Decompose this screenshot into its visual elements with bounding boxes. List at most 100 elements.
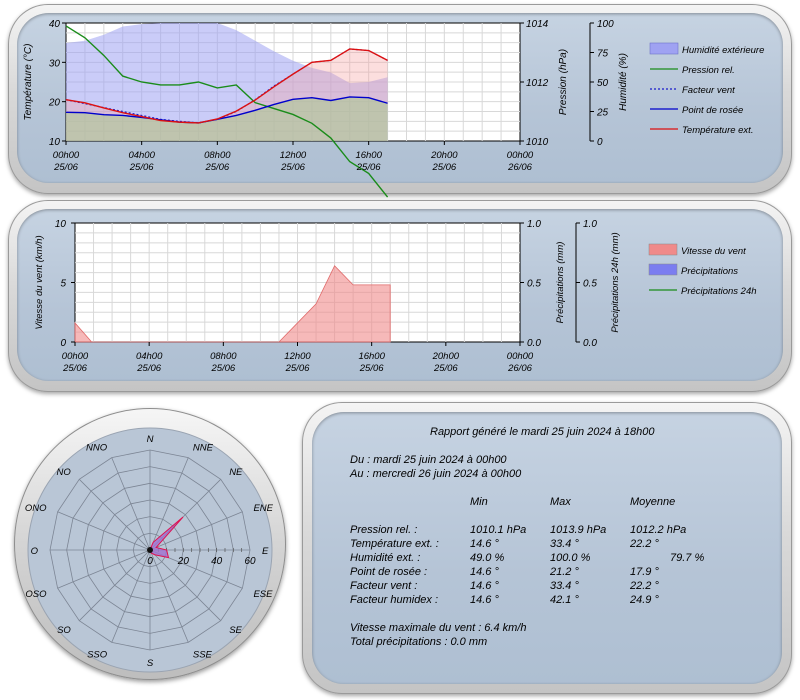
rose-spoke bbox=[111, 457, 151, 551]
y2-tick-label: 1010 bbox=[526, 137, 549, 148]
y-tick-label: 10 bbox=[49, 137, 61, 148]
rose-radial-label: 0 bbox=[147, 556, 153, 567]
report-to: Au : mercredi 26 juin 2024 à 00h00 bbox=[350, 468, 522, 480]
legend-label: Point de rosée bbox=[682, 105, 743, 116]
rose-direction-label: ENE bbox=[253, 503, 273, 514]
report-row-label: Pression rel. : bbox=[350, 524, 418, 536]
y2-tick-label: 0.5 bbox=[527, 279, 541, 290]
x-tick-date: 25/06 bbox=[210, 363, 235, 374]
legend-label: Humidité extérieure bbox=[682, 45, 764, 56]
y3-tick-label: 0.0 bbox=[583, 338, 597, 349]
y-tick-label: 30 bbox=[49, 58, 61, 69]
x-tick-date: 25/06 bbox=[129, 162, 154, 173]
rose-spoke bbox=[149, 457, 189, 551]
y3-tick-label: 0 bbox=[597, 137, 603, 148]
rose-spoke bbox=[79, 479, 151, 551]
legend-label: Pression rel. bbox=[682, 65, 735, 76]
rose-spoke bbox=[149, 511, 243, 551]
x-tick-label: 04h00 bbox=[128, 150, 155, 161]
report-row-max: 1013.9 hPa bbox=[550, 524, 607, 536]
y2-tick-label: 0.0 bbox=[527, 338, 541, 349]
x-tick-label: 08h00 bbox=[204, 150, 231, 161]
x-tick-label: 12h00 bbox=[284, 351, 311, 362]
report-row-max: 33.4 ° bbox=[550, 538, 579, 550]
x-tick-date: 25/06 bbox=[431, 162, 456, 173]
y-axis-label: Vitesse du vent (km/h) bbox=[34, 235, 45, 329]
x-tick-date: 26/06 bbox=[507, 363, 532, 374]
legend-label: Vitesse du vent bbox=[681, 246, 746, 257]
y2-tick-label: 1014 bbox=[526, 19, 549, 30]
rose-radial-label: 40 bbox=[211, 556, 223, 567]
x-tick-label: 20h00 bbox=[432, 351, 460, 362]
x-tick-date: 25/06 bbox=[433, 363, 458, 374]
report-row-max: 33.4 ° bbox=[550, 580, 579, 592]
rose-direction-label: SE bbox=[229, 625, 242, 636]
report-row-label: Point de rosée : bbox=[350, 566, 428, 578]
y3-tick-label: 75 bbox=[597, 49, 609, 60]
y3-tick-label: 100 bbox=[597, 19, 614, 30]
legend-swatch bbox=[649, 42, 679, 55]
report-row-min: 14.6 ° bbox=[470, 566, 499, 578]
y-tick-label: 5 bbox=[60, 279, 66, 290]
y3-tick-label: 1.0 bbox=[583, 219, 597, 230]
rose-direction-label: SSE bbox=[193, 649, 213, 660]
x-tick-label: 16h00 bbox=[355, 150, 382, 161]
report-row-label: Température ext. : bbox=[350, 538, 439, 550]
x-tick-label: 16h00 bbox=[358, 351, 385, 362]
x-tick-label: 00h00 bbox=[62, 351, 89, 362]
rose-direction-label: SO bbox=[57, 625, 71, 636]
series-area-wind bbox=[74, 265, 391, 343]
rose-direction-label: N bbox=[147, 434, 154, 445]
report-row-avg: 22.2 ° bbox=[630, 580, 659, 592]
report-panel bbox=[302, 402, 792, 694]
rose-direction-label: O bbox=[31, 546, 39, 557]
rose-direction-label: SSO bbox=[87, 649, 108, 660]
x-tick-label: 12h00 bbox=[280, 150, 307, 161]
y2-tick-label: 1012 bbox=[526, 78, 549, 89]
rose-spoke bbox=[57, 549, 151, 589]
rose-direction-label: OSO bbox=[25, 589, 47, 600]
series-line bbox=[65, 25, 389, 198]
report-header-avg: Moyenne bbox=[630, 496, 676, 508]
y3-axis-label: Humidité (%) bbox=[618, 53, 629, 111]
x-tick-date: 25/06 bbox=[285, 363, 310, 374]
rose-direction-label: ESE bbox=[253, 589, 273, 600]
series-area-dew-point bbox=[66, 96, 388, 141]
y-tick-label: 0 bbox=[60, 338, 66, 349]
report-row-min: 14.6 ° bbox=[470, 538, 499, 550]
x-tick-date: 25/06 bbox=[356, 162, 381, 173]
report-from: Du : mardi 25 juin 2024 à 00h00 bbox=[350, 454, 507, 466]
rose-spoke bbox=[149, 549, 221, 621]
rose-direction-label: NNO bbox=[86, 443, 108, 454]
y3-tick-label: 50 bbox=[597, 78, 609, 89]
rose-spoke bbox=[79, 549, 151, 621]
rose-spoke bbox=[149, 549, 189, 643]
rose-radial-label: 60 bbox=[244, 556, 256, 567]
y3-tick-label: 0.5 bbox=[583, 279, 597, 290]
report-total-rain: Total précipitations : 0.0 mm bbox=[350, 636, 488, 648]
rose-direction-label: S bbox=[147, 658, 154, 669]
y3-tick-label: 25 bbox=[596, 108, 609, 119]
report: Rapport généré le mardi 25 juin 2024 à 1… bbox=[318, 410, 778, 680]
rose-radial-label: 20 bbox=[177, 556, 190, 567]
report-row-label: Facteur humidex : bbox=[350, 594, 439, 606]
report-row-avg: 79.7 % bbox=[670, 552, 705, 564]
report-row-max: 100.0 % bbox=[550, 552, 591, 564]
report-row-avg: 22.2 ° bbox=[630, 538, 659, 550]
x-tick-date: 25/06 bbox=[62, 363, 87, 374]
x-tick-label: 04h00 bbox=[136, 351, 163, 362]
report-row-avg: 1012.2 hPa bbox=[630, 524, 687, 536]
wind-rain-chart: 0 5 10 Vitesse du vent (km/h) 0.0 0.5 1.0 Préci… bbox=[34, 219, 757, 374]
report-row-max: 21.2 ° bbox=[550, 566, 579, 578]
legend-label: Température ext. bbox=[682, 125, 753, 136]
report-header-min: Min bbox=[470, 496, 488, 508]
y2-axis-label: Pression (hPa) bbox=[558, 49, 569, 115]
wind-rose: 0 20 40 60 N NNE NE ENE E ESE SE SSE S SSO SO OSO O ONO NO… bbox=[25, 427, 274, 673]
x-tick-date: 26/06 bbox=[507, 162, 532, 173]
rose-direction-label: E bbox=[262, 546, 269, 557]
x-tick-label: 00h00 bbox=[507, 351, 534, 362]
legend-label: Précipitations bbox=[681, 266, 738, 277]
y-tick-label: 20 bbox=[48, 98, 61, 109]
report-row-min: 14.6 ° bbox=[470, 594, 499, 606]
report-row-avg: 24.9 ° bbox=[630, 594, 659, 606]
